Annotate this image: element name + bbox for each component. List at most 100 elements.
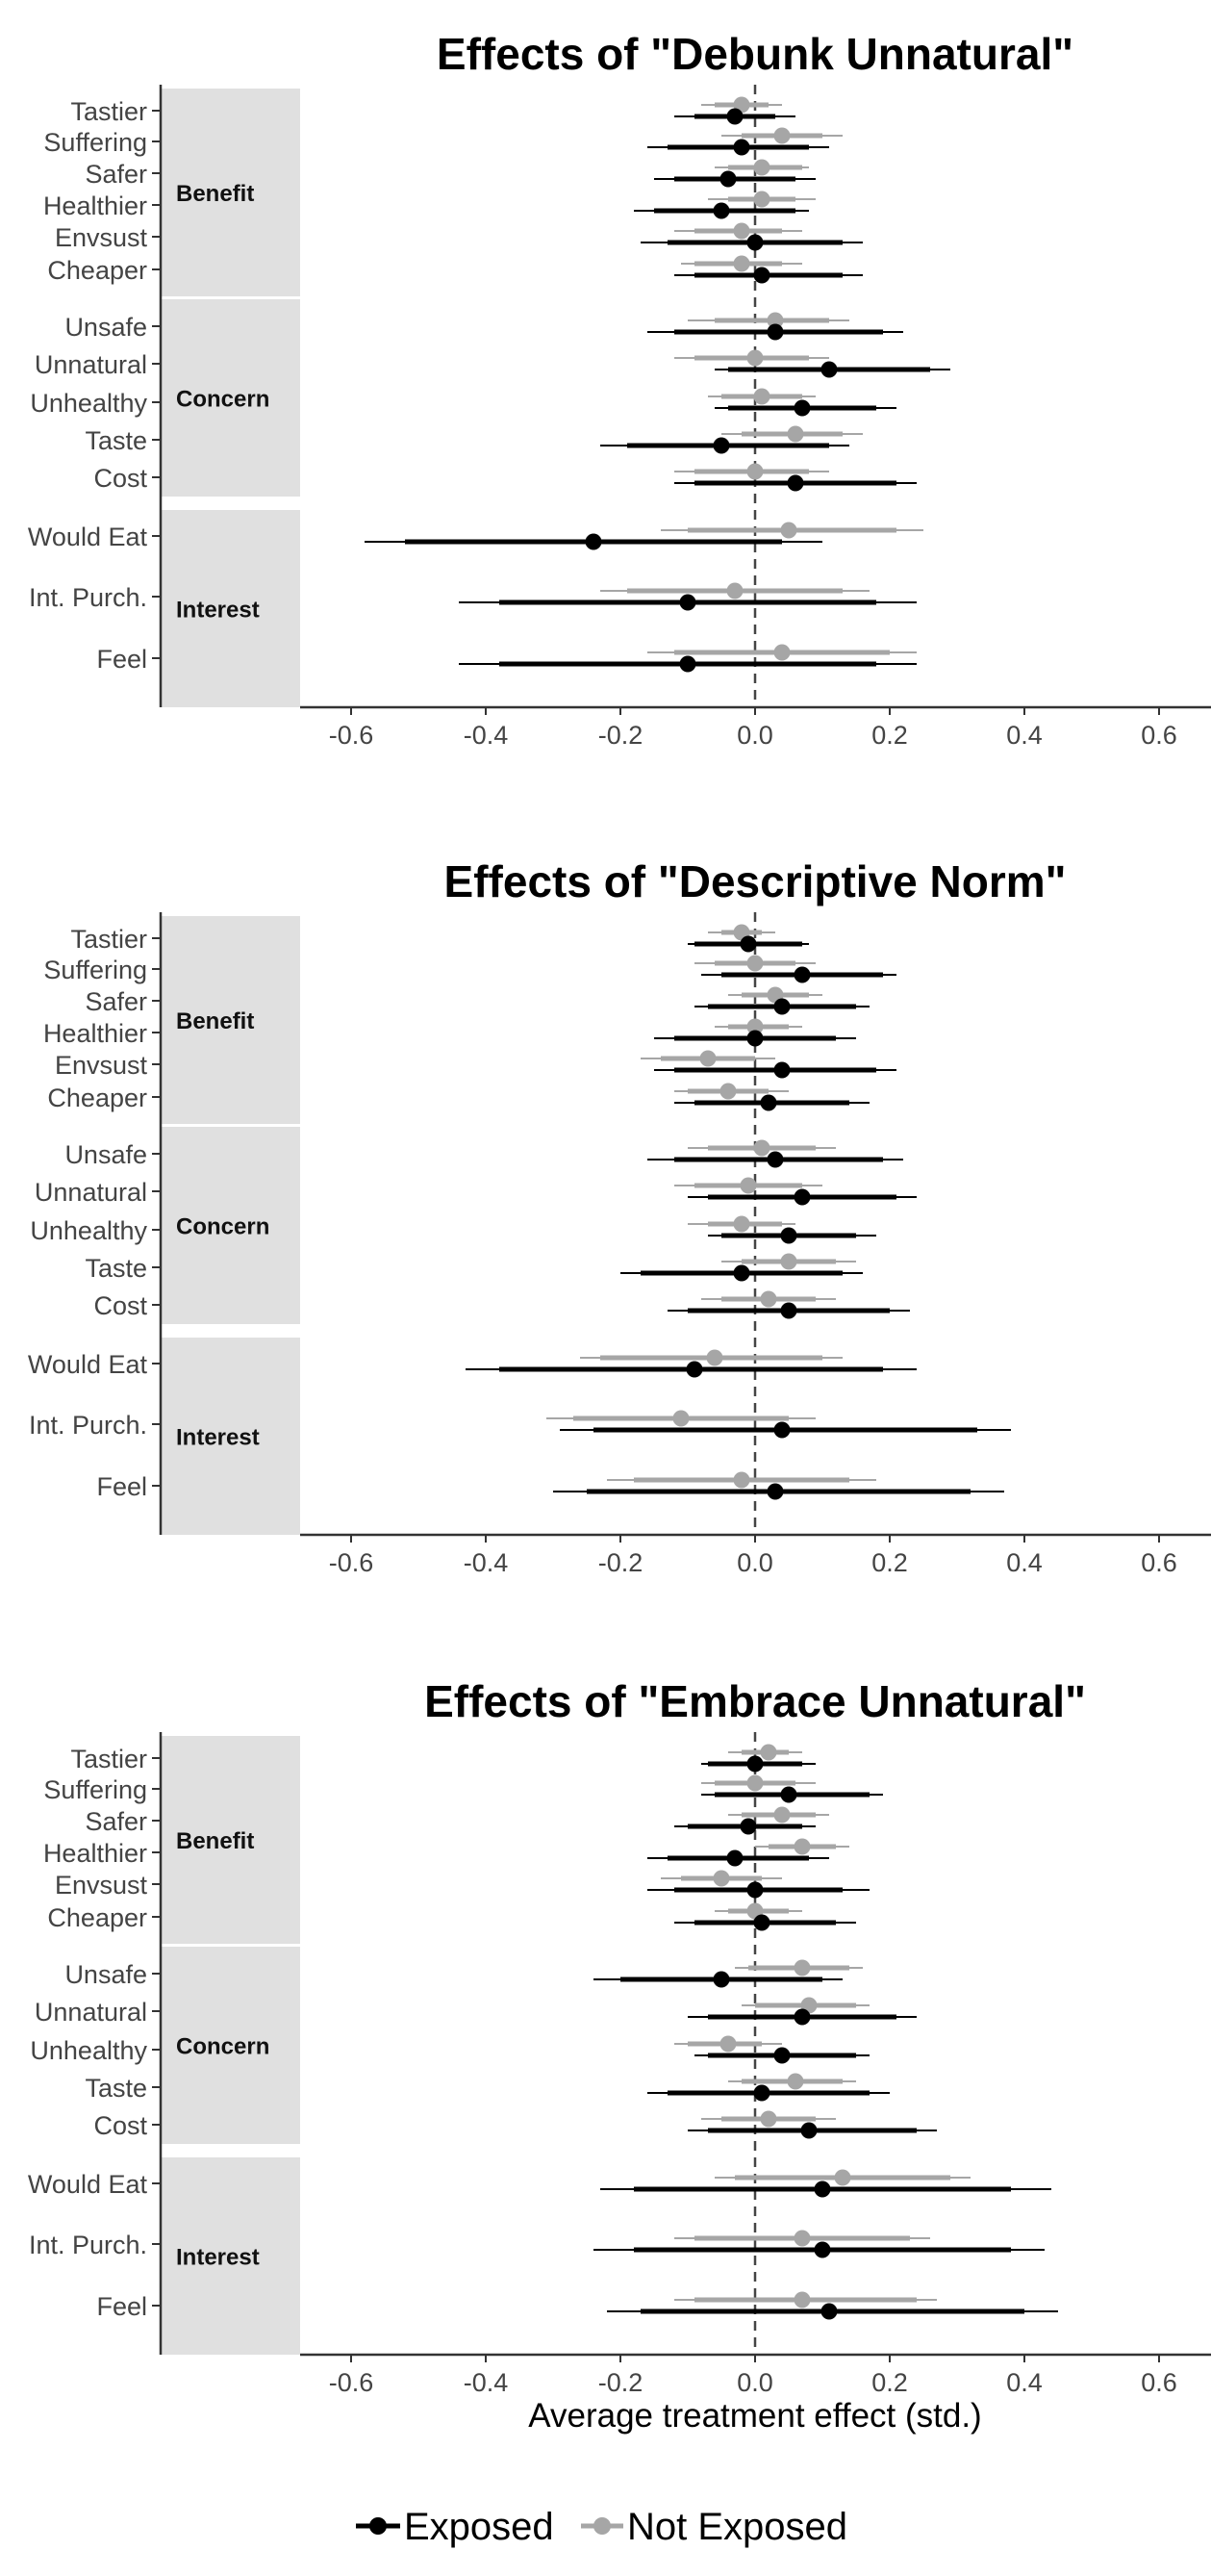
row-label-unnatural: Unnatural — [35, 350, 147, 379]
not-exposed-point — [794, 2230, 811, 2247]
legend-exposed-label: Exposed — [404, 2506, 554, 2548]
exposed-point — [753, 2084, 770, 2102]
row-label-int-purch: Int. Purch. — [29, 583, 147, 612]
row-label-healthier: Healthier — [43, 1839, 147, 1868]
exposed-point — [585, 533, 602, 550]
not-exposed-point — [733, 1471, 750, 1489]
panel-title: Effects of "Debunk Unnatural" — [437, 29, 1073, 79]
row-label-would-eat: Would Eat — [28, 1350, 148, 1379]
x-tick-label: 0.6 — [1141, 2368, 1177, 2397]
not-exposed-point — [760, 2110, 777, 2128]
exposed-point — [780, 1302, 797, 1319]
panel-3: Effects of "Embrace Unnatural" Benefit Tas… — [28, 1676, 1211, 2397]
row-label-taste: Taste — [85, 1254, 147, 1283]
row-label-cheaper: Cheaper — [47, 1084, 147, 1112]
group-label-benefit: Benefit — [176, 1828, 254, 1854]
row-label-tastier: Tastier — [70, 925, 147, 954]
row-label-tastier: Tastier — [70, 97, 147, 126]
exposed-point — [820, 361, 838, 378]
not-exposed-point — [740, 1177, 757, 1194]
exposed-point — [767, 323, 784, 341]
row-label-taste: Taste — [85, 426, 147, 455]
not-exposed-point — [733, 1215, 750, 1233]
not-exposed-point — [794, 2291, 811, 2308]
not-exposed-point — [787, 425, 804, 443]
legend-item-exposed: Exposed — [356, 2506, 554, 2548]
exposed-point — [773, 1421, 791, 1439]
exposed-point — [713, 437, 730, 454]
row-label-healthier: Healthier — [43, 191, 147, 220]
exposed-point — [679, 655, 696, 673]
not-exposed-point — [733, 255, 750, 272]
x-tick-label: 0.0 — [737, 721, 773, 750]
row-label-envsust: Envsust — [55, 1051, 148, 1080]
x-tick-label: 0.2 — [871, 2368, 908, 2397]
not-exposed-point — [713, 1870, 730, 1887]
x-tick-label: 0.4 — [1006, 1548, 1043, 1577]
legend-exposed-dot — [369, 2517, 387, 2535]
row-label-int-purch: Int. Purch. — [29, 2231, 147, 2259]
group-strip-interest — [161, 2157, 300, 2355]
row-label-cost: Cost — [93, 464, 147, 493]
x-tick-label: 0.6 — [1141, 721, 1177, 750]
group-strip-benefit — [161, 89, 300, 296]
row-label-unsafe: Unsafe — [64, 313, 147, 342]
exposed-point — [719, 170, 737, 188]
not-exposed-point — [699, 1050, 717, 1067]
x-tick-label: 0.0 — [737, 2368, 773, 2397]
row-label-cheaper: Cheaper — [47, 1903, 147, 1932]
legend-item-not-exposed: Not Exposed — [581, 2506, 847, 2548]
row-label-unsafe: Unsafe — [64, 1960, 147, 1989]
not-exposed-point — [773, 127, 791, 144]
panel-2: Effects of "Descriptive Norm" Benefit Tast… — [28, 856, 1211, 1577]
x-tick-label: -0.4 — [464, 1548, 509, 1577]
exposed-point — [726, 1849, 744, 1867]
panel-title: Effects of "Descriptive Norm" — [444, 856, 1067, 906]
x-tick-label: 0.2 — [871, 1548, 908, 1577]
exposed-point — [733, 139, 750, 156]
group-strip-benefit — [161, 1736, 300, 1944]
group-label-interest: Interest — [176, 2245, 260, 2271]
not-exposed-point — [760, 1744, 777, 1761]
x-tick-label: 0.2 — [871, 721, 908, 750]
exposed-point — [820, 2303, 838, 2320]
group-strip-interest — [161, 510, 300, 707]
row-label-unhealthy: Unhealthy — [30, 389, 147, 418]
row-label-unnatural: Unnatural — [35, 1178, 147, 1207]
not-exposed-point — [746, 1018, 764, 1035]
not-exposed-point — [834, 2169, 851, 2186]
not-exposed-point — [767, 312, 784, 329]
group-strip-concern — [161, 1947, 300, 2144]
exposed-point — [773, 2047, 791, 2064]
row-label-feel: Feel — [96, 2292, 147, 2321]
x-tick-label: -0.2 — [598, 1548, 643, 1577]
group-strip-concern — [161, 299, 300, 497]
not-exposed-point — [773, 644, 791, 661]
exposed-point — [767, 1483, 784, 1500]
row-label-unhealthy: Unhealthy — [30, 2036, 147, 2065]
exposed-point — [679, 594, 696, 611]
exposed-point — [767, 1151, 784, 1168]
not-exposed-point — [773, 1806, 791, 1824]
group-strip-interest — [161, 1338, 300, 1535]
x-axis-label: Average treatment effect (std.) — [528, 2397, 981, 2435]
not-exposed-point — [726, 582, 744, 599]
legend: Exposed Not Exposed — [356, 2506, 847, 2548]
exposed-point — [794, 1188, 811, 1206]
exposed-point — [740, 935, 757, 953]
not-exposed-point — [760, 1290, 777, 1308]
exposed-point — [780, 1227, 797, 1244]
x-tick-label: 0.0 — [737, 1548, 773, 1577]
not-exposed-point — [753, 1139, 770, 1157]
row-label-suffering: Suffering — [43, 128, 147, 157]
exposed-point — [713, 202, 730, 219]
exposed-point — [814, 2181, 831, 2198]
group-label-concern: Concern — [176, 1214, 269, 1240]
x-tick-label: 0.4 — [1006, 2368, 1043, 2397]
not-exposed-point — [706, 1349, 723, 1366]
not-exposed-point — [746, 349, 764, 367]
not-exposed-point — [780, 1253, 797, 1270]
row-label-safer: Safer — [85, 1807, 147, 1836]
row-label-unhealthy: Unhealthy — [30, 1216, 147, 1245]
row-label-safer: Safer — [85, 160, 147, 189]
